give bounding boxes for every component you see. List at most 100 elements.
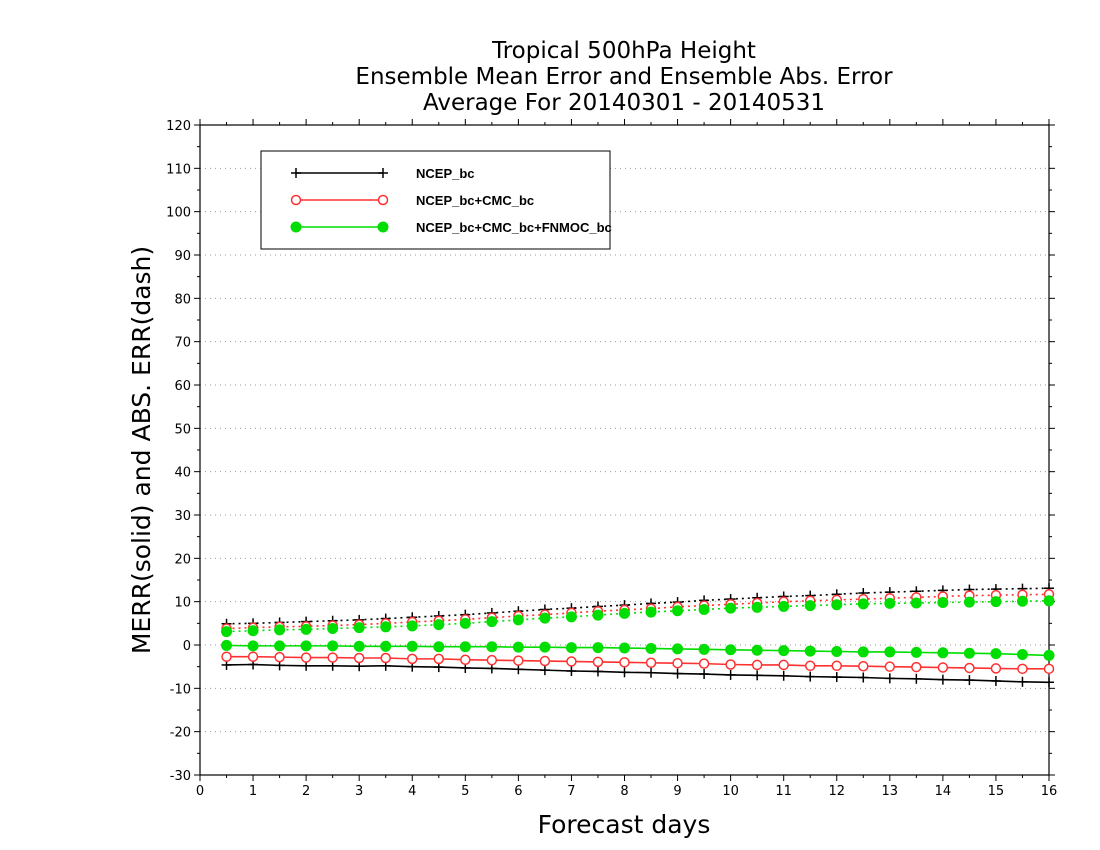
merr-point [619, 642, 630, 654]
merr-point [911, 661, 922, 673]
x-tick-label: 10 [722, 784, 739, 799]
merr-point [646, 667, 657, 678]
merr-point [353, 652, 365, 664]
legend-marker [290, 194, 302, 206]
merr-point [619, 657, 630, 668]
merr-point [221, 651, 232, 662]
y-tick-label: 70 [174, 336, 191, 351]
abs-err-point [751, 601, 763, 613]
abs-err-point [406, 620, 418, 632]
y-axis-title: MERR(solid) and ABS. ERR(dash) [127, 246, 156, 654]
legend-label: NCEP_bc+CMC_bc+FNMOC_bc [416, 220, 612, 235]
x-tick-label: 12 [828, 784, 845, 799]
abs-err-point [778, 600, 790, 612]
y-tick-label: 100 [166, 206, 191, 221]
abs-err-point [725, 602, 737, 614]
merr-point [937, 662, 949, 673]
axes [194, 119, 1055, 781]
x-tick-label: 3 [355, 784, 363, 799]
x-tick-label: 15 [988, 784, 1005, 799]
merr-point [247, 651, 259, 662]
legend-marker [377, 194, 389, 206]
merr-point [672, 657, 683, 669]
merr-point [300, 640, 312, 652]
merr-point [327, 640, 339, 652]
merr-point [752, 670, 763, 681]
abs-err-point [221, 626, 233, 638]
merr-point [539, 641, 551, 653]
merr-point [778, 670, 789, 681]
merr-point [353, 640, 365, 652]
abs-err-point [990, 596, 1002, 608]
legend: NCEP_bc NCEP_bc+CMC_bc NCEP_bc+CMC_bc+FNMO… [260, 150, 612, 250]
merr-point [911, 673, 922, 684]
abs-err-point [565, 611, 577, 623]
abs-err-point [1016, 595, 1028, 607]
x-tick-label: 0 [196, 784, 204, 799]
x-tick-label: 4 [408, 784, 416, 799]
x-axis-title: Forecast days [538, 810, 711, 839]
merr-point [963, 647, 975, 659]
x-tick-label: 5 [461, 784, 469, 799]
merr-point [460, 654, 471, 665]
merr-point [1043, 649, 1055, 661]
abs-err-point [1043, 595, 1055, 607]
merr-point [858, 672, 869, 683]
merr-point [592, 656, 604, 668]
merr-point [804, 645, 816, 657]
chart-title-line-3: Average For 20140301 - 20140531 [423, 90, 825, 116]
series-merr-line [226, 644, 1050, 657]
merr-point [937, 674, 948, 685]
merr-point [831, 660, 842, 672]
x-tick-label: 16 [1041, 784, 1058, 799]
x-tick-label: 2 [302, 784, 310, 799]
abs-err-point [512, 614, 524, 626]
abs-err-point [247, 625, 259, 637]
merr-point [699, 669, 710, 680]
merr-point [990, 675, 1001, 686]
merr-point [274, 640, 286, 652]
x-tick-label: 14 [935, 784, 952, 799]
abs-err-point [884, 597, 896, 609]
abs-err-point [433, 619, 445, 631]
x-tick-label: 13 [882, 784, 899, 799]
merr-point [380, 640, 392, 652]
x-tick-label: 7 [567, 784, 575, 799]
abs-err-point [300, 623, 312, 635]
series-lines [221, 583, 1055, 688]
merr-point [725, 644, 737, 656]
abs-err-point [937, 597, 949, 609]
merr-point [327, 652, 338, 663]
y-tick-label: 30 [174, 509, 191, 524]
merr-point [884, 646, 896, 658]
chart-title-line-1: Tropical 500hPa Height [491, 38, 756, 64]
series-abs-err-line [226, 587, 1050, 625]
merr-point [513, 655, 524, 666]
x-tick-label: 8 [620, 784, 628, 799]
merr-point [884, 673, 895, 684]
merr-point [407, 653, 418, 665]
merr-point [566, 656, 577, 667]
merr-point [486, 654, 498, 666]
abs-err-point [619, 607, 630, 619]
merr-point [380, 652, 391, 664]
abs-err-point [645, 606, 657, 618]
y-tick-label: 80 [174, 292, 191, 307]
merr-point [565, 642, 577, 654]
y-tick-label: 50 [174, 422, 191, 437]
merr-point [645, 642, 657, 654]
abs-err-point [698, 603, 710, 615]
merr-point [619, 667, 630, 678]
abs-err-point [804, 600, 816, 612]
series-merr-line [226, 655, 1049, 670]
y-tick-label: -20 [170, 726, 191, 741]
merr-point [698, 643, 710, 655]
merr-point [1044, 677, 1054, 688]
merr-point [831, 672, 842, 683]
legend-label: NCEP_bc+CMC_bc [416, 193, 534, 208]
merr-point [513, 664, 524, 675]
abs-err-point [459, 617, 471, 629]
y-tick-label: 10 [174, 596, 191, 611]
